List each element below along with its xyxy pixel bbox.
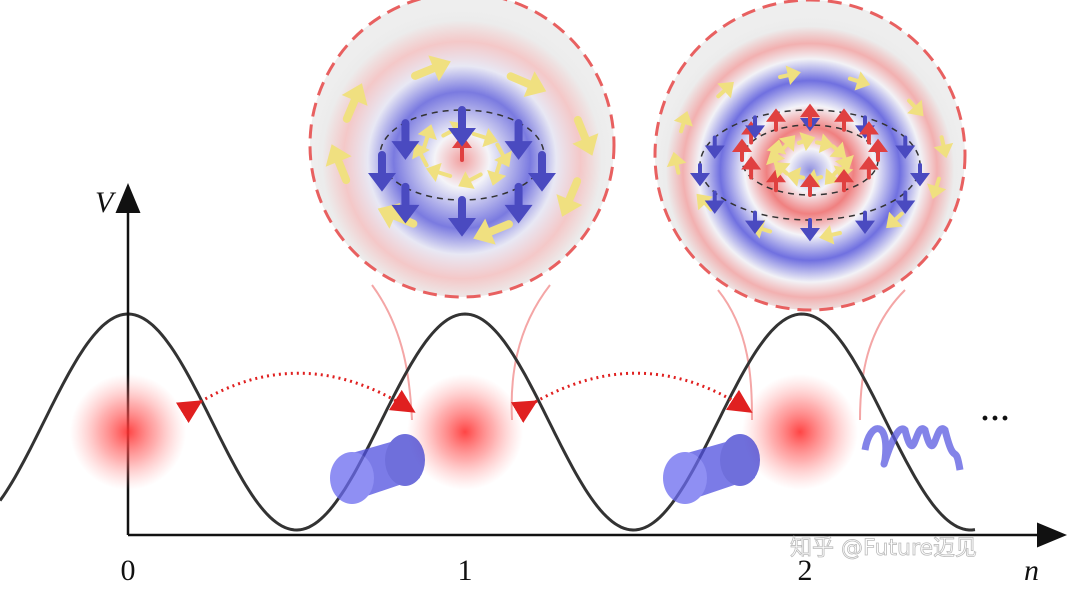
watermark: 知乎 @Future迈见 <box>790 536 977 561</box>
spin-arrow <box>858 121 879 145</box>
spin-arrow <box>494 142 512 168</box>
laser <box>330 434 425 504</box>
spin-arrows <box>325 55 954 245</box>
spin-arrow <box>696 193 713 212</box>
spin-arrow <box>834 168 854 193</box>
spin-arrow <box>325 144 352 185</box>
spin-arrow <box>886 211 904 229</box>
spin-arrow <box>732 138 752 162</box>
spin-arrow <box>448 106 476 147</box>
spin-arrow <box>341 83 368 123</box>
spin-arrow <box>673 110 693 134</box>
spin-arrow <box>745 115 765 139</box>
spin-arrow <box>766 108 786 132</box>
tunneling-arrow <box>510 371 753 423</box>
spin-arrow <box>572 115 599 156</box>
spin-arrow <box>796 132 816 152</box>
spin-arrow <box>834 108 854 132</box>
spin-arrow <box>778 135 796 152</box>
spin-arrow <box>417 124 437 151</box>
spin-arrow <box>368 151 396 192</box>
site-label: 2 <box>798 554 813 587</box>
spin-arrow <box>391 182 420 224</box>
spin-arrow <box>766 139 787 159</box>
spin-arrow <box>800 103 820 127</box>
spin-arrow <box>504 182 533 224</box>
spin-arrow <box>487 159 507 186</box>
spin-arrow <box>391 119 420 160</box>
spin-arrow <box>858 156 879 180</box>
spin-arrow <box>666 151 687 175</box>
spin-arrow <box>690 163 710 187</box>
spin-arrow <box>895 135 916 159</box>
spin-arrow <box>773 162 791 179</box>
spin-arrow <box>716 81 734 99</box>
spin-arrow <box>704 135 725 159</box>
spin-arrow <box>855 210 875 234</box>
spin-arrow <box>824 168 842 185</box>
spin-arrow <box>425 162 453 183</box>
spin-arrow <box>933 135 954 159</box>
spring <box>861 425 964 471</box>
spin-arrow <box>927 176 947 200</box>
tunneling-arrow <box>175 371 416 424</box>
spin-arrow <box>786 167 806 187</box>
zoom-right <box>653 0 967 421</box>
y-axis-label: V <box>95 186 117 219</box>
spin-arrow <box>895 190 916 214</box>
spin-arrow <box>745 210 765 234</box>
spin-arrow <box>778 65 801 85</box>
site-label: 1 <box>458 554 473 587</box>
spin-arrow <box>814 133 834 153</box>
spin-arrow <box>847 71 871 91</box>
spin-arrow <box>458 171 483 189</box>
laser <box>663 434 760 504</box>
spin-arrow <box>448 196 476 237</box>
spin-arrow <box>829 141 847 158</box>
spin-arrow <box>834 152 854 171</box>
potential-curve <box>0 312 976 532</box>
spin-arrow <box>506 71 547 97</box>
atom-cloud <box>70 374 186 490</box>
ellipsis: ··· <box>980 402 1010 435</box>
atom-cloud <box>407 374 523 490</box>
spin-arrow <box>741 156 762 180</box>
spin-arrow <box>412 142 430 168</box>
spin-arrow <box>868 138 888 162</box>
spin-arrow <box>800 173 820 197</box>
spin-arrow <box>504 119 533 160</box>
site-label: 0 <box>121 554 136 587</box>
spin-arrow <box>800 218 820 242</box>
spin-arrow <box>528 151 556 192</box>
atom-cloud <box>742 374 858 490</box>
spin-arrow <box>910 163 930 187</box>
spin-arrow <box>907 98 924 117</box>
spin-arrow <box>556 177 583 217</box>
spin-arrow <box>819 225 842 245</box>
spin-arrow <box>704 190 725 214</box>
spin-arrow <box>766 168 786 193</box>
spin-arrow <box>411 55 451 82</box>
spin-arrow <box>471 127 499 148</box>
x-axis-label: n <box>1024 554 1039 587</box>
spin-arrow <box>473 218 513 245</box>
